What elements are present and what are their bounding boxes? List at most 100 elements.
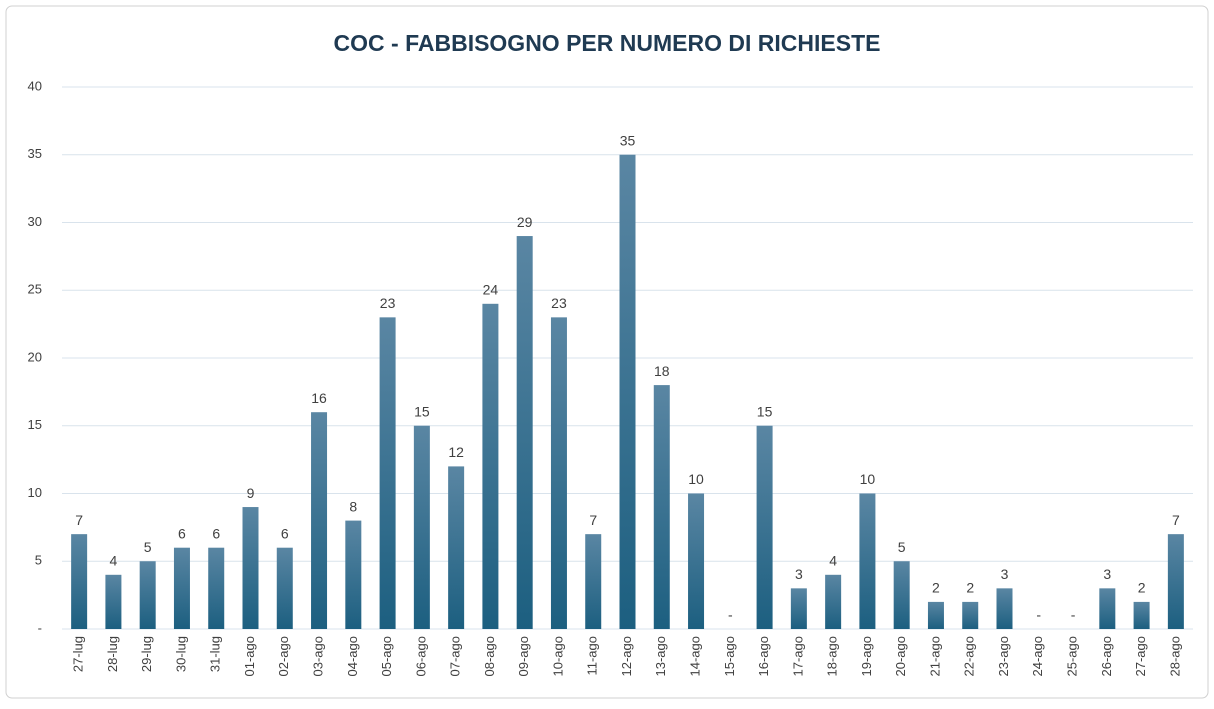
y-tick-label: 30 — [28, 214, 42, 229]
bar — [825, 574, 842, 629]
y-tick-label: 10 — [28, 485, 42, 500]
data-label: 12 — [448, 444, 464, 460]
bar — [208, 547, 225, 629]
x-tick-label: 15-ago — [722, 636, 737, 676]
x-tick-label: 06-ago — [413, 636, 428, 676]
x-tick-label: 26-ago — [1099, 636, 1114, 676]
y-tick-label: 25 — [28, 282, 42, 297]
x-tick-label: 10-ago — [550, 636, 565, 676]
x-tick-label: 04-ago — [345, 636, 360, 676]
bar — [482, 303, 499, 629]
x-tick-label: 27-ago — [1133, 636, 1148, 676]
bar — [1133, 601, 1150, 629]
x-tick-label: 20-ago — [893, 636, 908, 676]
x-tick-label: 27-lug — [71, 636, 86, 672]
bar — [71, 534, 88, 629]
data-label: 7 — [75, 512, 83, 528]
bar — [653, 385, 670, 629]
x-tick-label: 01-ago — [242, 636, 257, 676]
y-tick-label: 5 — [35, 553, 42, 568]
x-tick-label: 22-ago — [962, 636, 977, 676]
data-label: 6 — [178, 525, 186, 541]
x-tick-label: 11-ago — [585, 636, 600, 676]
bar — [996, 588, 1013, 629]
bar — [345, 520, 362, 629]
x-tick-label: 08-ago — [482, 636, 497, 676]
x-tick-label: 28-ago — [1167, 636, 1182, 676]
bar — [105, 574, 122, 629]
bar — [619, 154, 636, 629]
x-tick-label: 12-ago — [619, 636, 634, 676]
x-tick-label: 17-ago — [790, 636, 805, 676]
bar — [756, 425, 773, 629]
data-label: 15 — [414, 403, 430, 419]
y-tick-label: 20 — [28, 349, 42, 364]
data-label: 23 — [380, 295, 396, 311]
bar — [139, 561, 156, 629]
x-tick-label: 02-ago — [276, 636, 291, 676]
bar — [1167, 534, 1184, 629]
x-tick-label: 24-ago — [1030, 636, 1045, 676]
y-tick-label: 35 — [28, 146, 42, 161]
data-label: 10 — [688, 471, 704, 487]
bar — [379, 317, 396, 629]
bar — [962, 601, 979, 629]
x-tick-label: 03-ago — [310, 636, 325, 676]
bar — [688, 493, 705, 629]
bar — [516, 236, 533, 630]
data-label: 5 — [898, 539, 906, 555]
bar — [550, 317, 567, 629]
x-tick-label: 23-ago — [996, 636, 1011, 676]
x-tick-label: 09-ago — [516, 636, 531, 676]
data-label: - — [1071, 607, 1076, 623]
chart-title: COC - FABBISOGNO PER NUMERO DI RICHIESTE — [334, 30, 881, 56]
x-tick-label: 31-lug — [208, 636, 223, 672]
x-tick-label: 29-lug — [139, 636, 154, 672]
y-tick-label: 40 — [28, 78, 42, 93]
bar — [927, 601, 944, 629]
data-label: 4 — [110, 553, 118, 569]
data-label: 2 — [966, 580, 974, 596]
bar — [585, 534, 602, 629]
data-label: 8 — [349, 498, 357, 514]
data-label: 4 — [829, 553, 837, 569]
data-label: 2 — [932, 580, 940, 596]
data-label: 3 — [795, 566, 803, 582]
bar — [413, 425, 430, 629]
bar — [173, 547, 190, 629]
x-tick-label: 14-ago — [687, 636, 702, 676]
data-label: 23 — [551, 295, 567, 311]
data-label: - — [1036, 607, 1041, 623]
data-label: 24 — [483, 282, 499, 298]
x-tick-label: 18-ago — [825, 636, 840, 676]
data-label: 6 — [281, 525, 289, 541]
bar — [790, 588, 807, 629]
x-tick-label: 25-ago — [1064, 636, 1079, 676]
chart-frame — [5, 5, 1209, 699]
bar — [448, 466, 465, 629]
data-label: 29 — [517, 214, 533, 230]
y-tick-label: 15 — [28, 417, 42, 432]
data-label: 9 — [247, 485, 255, 501]
data-label: 2 — [1138, 580, 1146, 596]
data-label: 16 — [311, 390, 327, 406]
x-tick-label: 16-ago — [756, 636, 771, 676]
data-label: 7 — [589, 512, 597, 528]
x-tick-label: 05-ago — [379, 636, 394, 676]
x-tick-label: 07-ago — [448, 636, 463, 676]
data-label: 5 — [144, 539, 152, 555]
data-label: 15 — [757, 403, 773, 419]
data-label: 3 — [1103, 566, 1111, 582]
x-tick-label: 30-lug — [173, 636, 188, 672]
data-label: 35 — [620, 132, 636, 148]
x-tick-label: 13-ago — [653, 636, 668, 676]
data-label: 10 — [860, 471, 876, 487]
bar — [1099, 588, 1116, 629]
x-tick-label: 28-lug — [105, 636, 120, 672]
data-label: 7 — [1172, 512, 1180, 528]
bar — [311, 412, 328, 629]
bar — [242, 507, 259, 629]
data-label: 6 — [212, 525, 220, 541]
data-label: - — [728, 607, 733, 623]
